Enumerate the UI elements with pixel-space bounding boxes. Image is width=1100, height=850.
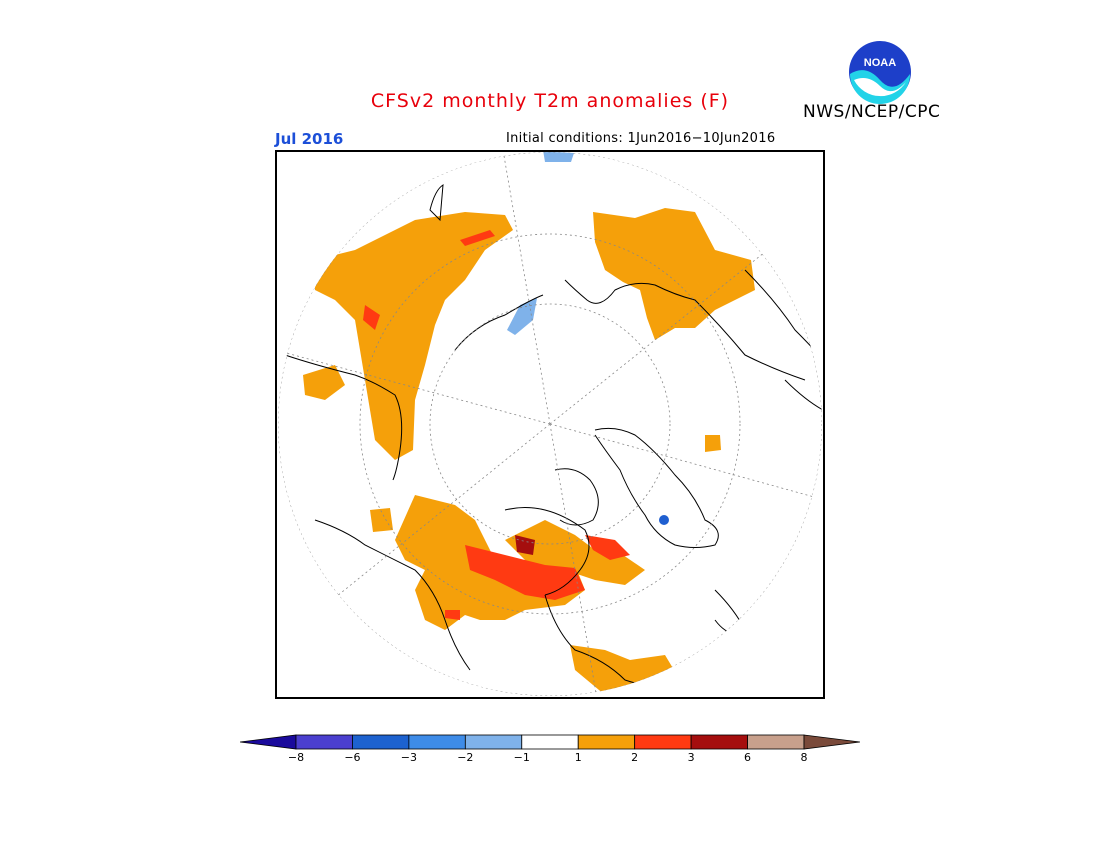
anomaly-region-siberia-core — [363, 305, 380, 330]
agency-label: NWS/NCEP/CPC — [803, 102, 941, 122]
colorbar-bin — [408, 734, 466, 750]
colorbar-label: 3 — [688, 751, 695, 764]
anomaly-region-iceland — [705, 435, 721, 452]
anomaly-region-hudson — [465, 545, 585, 600]
colorbar-label: 2 — [631, 751, 638, 764]
colorbar: −8 −6 −3 −2 −1 1 2 3 6 8 — [240, 734, 860, 764]
anomaly-region-alaska-west — [370, 508, 393, 532]
valid-month: Jul 2016 — [275, 130, 344, 148]
colorbar-bin — [747, 734, 805, 750]
anomaly-cool-greenland — [659, 515, 669, 525]
colorbar-bin — [295, 734, 353, 750]
colorbar-label: 6 — [744, 751, 751, 764]
colorbar-label: −6 — [344, 751, 360, 764]
colorbar-bin — [352, 734, 410, 750]
colorbar-bin — [577, 734, 636, 750]
colorbar-label: −2 — [457, 751, 473, 764]
anomaly-region-europe — [593, 208, 755, 340]
colorbar-label: 1 — [575, 751, 582, 764]
colorbar-bin — [240, 734, 297, 750]
anomaly-region-siberia — [315, 212, 513, 460]
colorbar-label: −1 — [514, 751, 530, 764]
initial-conditions: Initial conditions: 1Jun2016−10Jun2016 — [506, 131, 776, 146]
anomaly-region-hudson-core — [515, 535, 535, 555]
svg-text:NOAA: NOAA — [864, 57, 896, 69]
colorbar-bin — [634, 734, 692, 750]
colorbar-bin — [690, 734, 748, 750]
anomaly-region-yukon — [445, 610, 460, 620]
noaa-logo: NOAA — [849, 41, 911, 104]
anomaly-region-east-asia — [303, 365, 345, 400]
map-title: CFSv2 monthly T2m anomalies (F) — [370, 90, 730, 112]
polar-map — [275, 150, 825, 699]
colorbar-label: −8 — [288, 751, 304, 764]
colorbar-bin — [803, 734, 860, 750]
colorbar-bin — [521, 734, 579, 750]
anomaly-region-kamchatka — [460, 230, 495, 246]
anomaly-cool-north — [543, 152, 575, 162]
colorbar-bin — [464, 734, 523, 750]
anomaly-cool-scandinavia — [507, 298, 537, 335]
anomaly-region-baffin — [585, 535, 630, 560]
colorbar-label: 8 — [801, 751, 808, 764]
colorbar-label: −3 — [401, 751, 417, 764]
